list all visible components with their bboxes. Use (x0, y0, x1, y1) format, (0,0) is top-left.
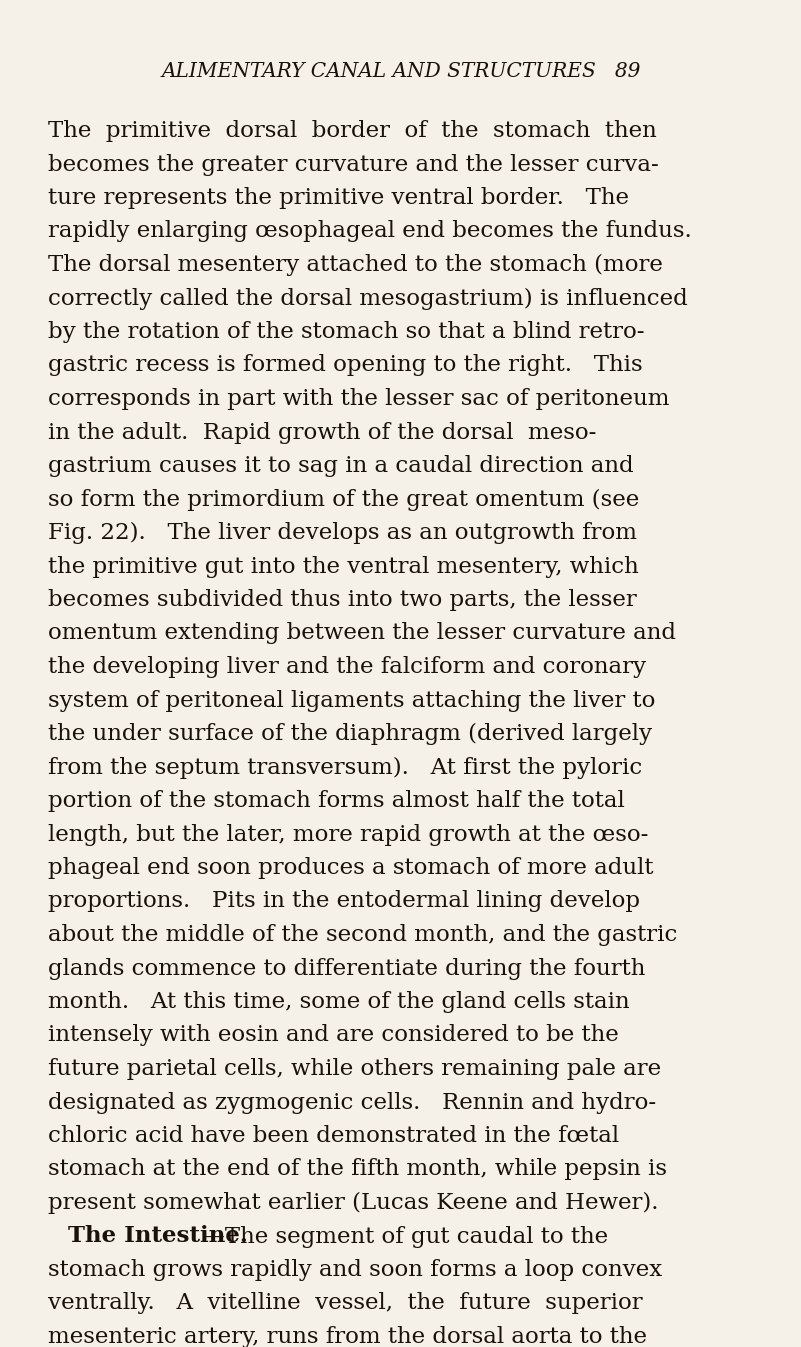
Text: becomes the greater curvature and the lesser curva-: becomes the greater curvature and the le… (48, 154, 658, 175)
Text: the under surface of the diaphragm (derived largely: the under surface of the diaphragm (deri… (48, 723, 652, 745)
Text: from the septum transversum).   At first the pyloric: from the septum transversum). At first t… (48, 757, 642, 779)
Text: month.   At this time, some of the gland cells stain: month. At this time, some of the gland c… (48, 991, 630, 1013)
Text: mesenteric artery, runs from the dorsal aorta to the: mesenteric artery, runs from the dorsal … (48, 1325, 647, 1347)
Text: phageal end soon produces a stomach of more adult: phageal end soon produces a stomach of m… (48, 857, 654, 880)
Text: chloric acid have been demonstrated in the fœtal: chloric acid have been demonstrated in t… (48, 1125, 619, 1148)
Text: about the middle of the second month, and the gastric: about the middle of the second month, an… (48, 924, 678, 946)
Text: the developing liver and the falciform and coronary: the developing liver and the falciform a… (48, 656, 646, 678)
Text: length, but the later, more rapid growth at the œso-: length, but the later, more rapid growth… (48, 823, 648, 846)
Text: The Intestine.: The Intestine. (68, 1226, 248, 1247)
Text: intensely with eosin and are considered to be the: intensely with eosin and are considered … (48, 1025, 618, 1047)
Text: correctly called the dorsal mesogastrium) is influenced: correctly called the dorsal mesogastrium… (48, 287, 688, 310)
Text: system of peritoneal ligaments attaching the liver to: system of peritoneal ligaments attaching… (48, 690, 655, 711)
Text: ALIMENTARY CANAL AND STRUCTURES   89: ALIMENTARY CANAL AND STRUCTURES 89 (162, 62, 641, 81)
Text: by the rotation of the stomach so that a blind retro-: by the rotation of the stomach so that a… (48, 321, 645, 343)
Text: the primitive gut into the ventral mesentery, which: the primitive gut into the ventral mesen… (48, 555, 638, 578)
Text: future parietal cells, while others remaining pale are: future parietal cells, while others rema… (48, 1057, 661, 1080)
Text: ventrally.   A  vitelline  vessel,  the  future  superior: ventrally. A vitelline vessel, the futur… (48, 1293, 642, 1315)
Text: proportions.   Pits in the entodermal lining develop: proportions. Pits in the entodermal lini… (48, 890, 640, 912)
Text: Fig. 22).   The liver develops as an outgrowth from: Fig. 22). The liver develops as an outgr… (48, 523, 637, 544)
Text: ture represents the primitive ventral border.   The: ture represents the primitive ventral bo… (48, 187, 629, 209)
Text: so form the primordium of the great omentum (see: so form the primordium of the great omen… (48, 489, 639, 511)
Text: —The segment of gut caudal to the: —The segment of gut caudal to the (202, 1226, 608, 1247)
Text: becomes subdivided thus into two parts, the lesser: becomes subdivided thus into two parts, … (48, 589, 637, 612)
Text: glands commence to differentiate during the fourth: glands commence to differentiate during … (48, 958, 646, 979)
Text: portion of the stomach forms almost half the total: portion of the stomach forms almost half… (48, 789, 625, 812)
Text: rapidly enlarging œsophageal end becomes the fundus.: rapidly enlarging œsophageal end becomes… (48, 221, 692, 242)
Text: The dorsal mesentery attached to the stomach (more: The dorsal mesentery attached to the sto… (48, 255, 663, 276)
Text: present somewhat earlier (Lucas Keene and Hewer).: present somewhat earlier (Lucas Keene an… (48, 1192, 658, 1214)
Text: designated as zygmogenic cells.   Rennin and hydro-: designated as zygmogenic cells. Rennin a… (48, 1091, 656, 1114)
Text: stomach at the end of the fifth month, while pepsin is: stomach at the end of the fifth month, w… (48, 1158, 667, 1180)
Text: in the adult.  Rapid growth of the dorsal  meso-: in the adult. Rapid growth of the dorsal… (48, 422, 597, 443)
Text: stomach grows rapidly and soon forms a loop convex: stomach grows rapidly and soon forms a l… (48, 1259, 662, 1281)
Text: gastric recess is formed opening to the right.   This: gastric recess is formed opening to the … (48, 354, 642, 377)
Text: omentum extending between the lesser curvature and: omentum extending between the lesser cur… (48, 622, 676, 644)
Text: corresponds in part with the lesser sac of peritoneum: corresponds in part with the lesser sac … (48, 388, 670, 409)
Text: The  primitive  dorsal  border  of  the  stomach  then: The primitive dorsal border of the stoma… (48, 120, 657, 141)
Text: gastrium causes it to sag in a caudal direction and: gastrium causes it to sag in a caudal di… (48, 455, 634, 477)
